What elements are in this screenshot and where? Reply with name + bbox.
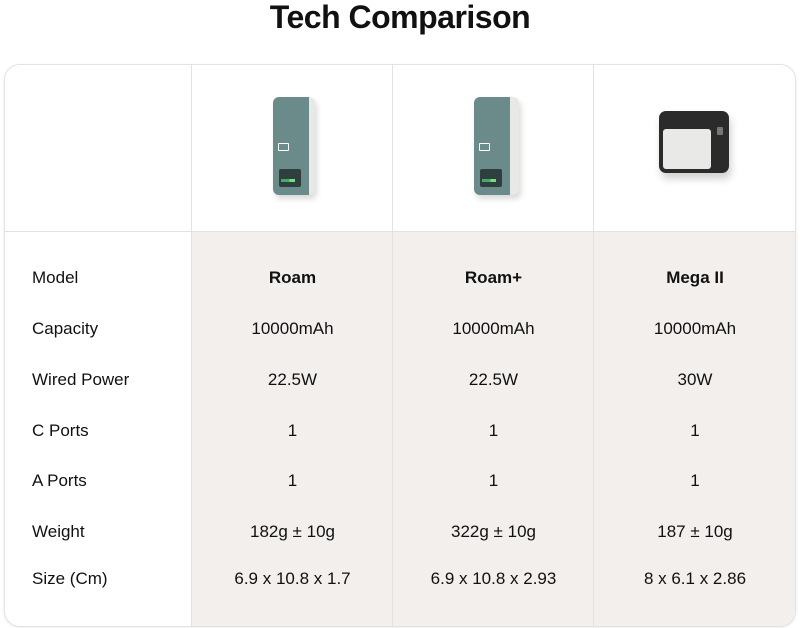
capacity-value: 10000mAh	[452, 319, 535, 338]
model-name: Mega II	[666, 268, 724, 287]
model-name: Roam+	[464, 268, 523, 287]
size-value: 8 x 6.1 x 2.86	[643, 569, 747, 588]
size-value: 6.9 x 10.8 x 1.7	[234, 569, 351, 588]
c-ports-value: 1	[287, 421, 298, 440]
row-label-a-ports: A Ports	[32, 471, 87, 490]
product-column-roam: Roam 10000mAh 22.5W 1 1 182g ± 10g 6.9 x…	[191, 65, 393, 626]
roam-power-bank-image	[192, 65, 393, 231]
a-ports-value: 1	[287, 471, 298, 490]
page-title: Tech Comparison	[269, 0, 531, 35]
a-ports-value: 1	[690, 471, 700, 490]
row-label-model: Model	[32, 268, 79, 287]
product-column-roam-plus: Roam+ 10000mAh 22.5W 1 1 322g ± 10g 6.9 …	[392, 65, 594, 626]
c-ports-value: 1	[690, 421, 700, 440]
row-label-c-ports: C Ports	[32, 421, 89, 440]
weight-value: 322g ± 10g	[451, 522, 536, 541]
capacity-value: 10000mAh	[251, 319, 334, 338]
capacity-value: 10000mAh	[653, 319, 737, 338]
size-value: 6.9 x 10.8 x 2.93	[430, 569, 557, 588]
product-column-mega-ii: Mega II 10000mAh 30W 1 1 187 ± 10g 8 x 6…	[593, 65, 795, 626]
row-label-weight: Weight	[32, 522, 85, 541]
weight-value: 187 ± 10g	[657, 522, 733, 541]
wired-power-value: 22.5W	[468, 370, 519, 389]
label-column: Model Capacity Wired Power C Ports A Por…	[5, 65, 191, 626]
roam-plus-power-bank-image	[393, 65, 594, 231]
row-label-size: Size (Cm)	[32, 569, 108, 588]
mega-ii-power-bank-image	[594, 65, 795, 231]
wired-power-value: 30W	[677, 370, 713, 389]
row-label-capacity: Capacity	[32, 319, 99, 338]
weight-value: 182g ± 10g	[250, 522, 335, 541]
wired-power-value: 22.5W	[267, 370, 318, 389]
model-name: Roam	[268, 268, 317, 287]
comparison-table: Model Capacity Wired Power C Ports A Por…	[4, 64, 796, 627]
a-ports-value: 1	[488, 471, 499, 490]
row-label-wired-power: Wired Power	[32, 370, 130, 389]
c-ports-value: 1	[488, 421, 499, 440]
